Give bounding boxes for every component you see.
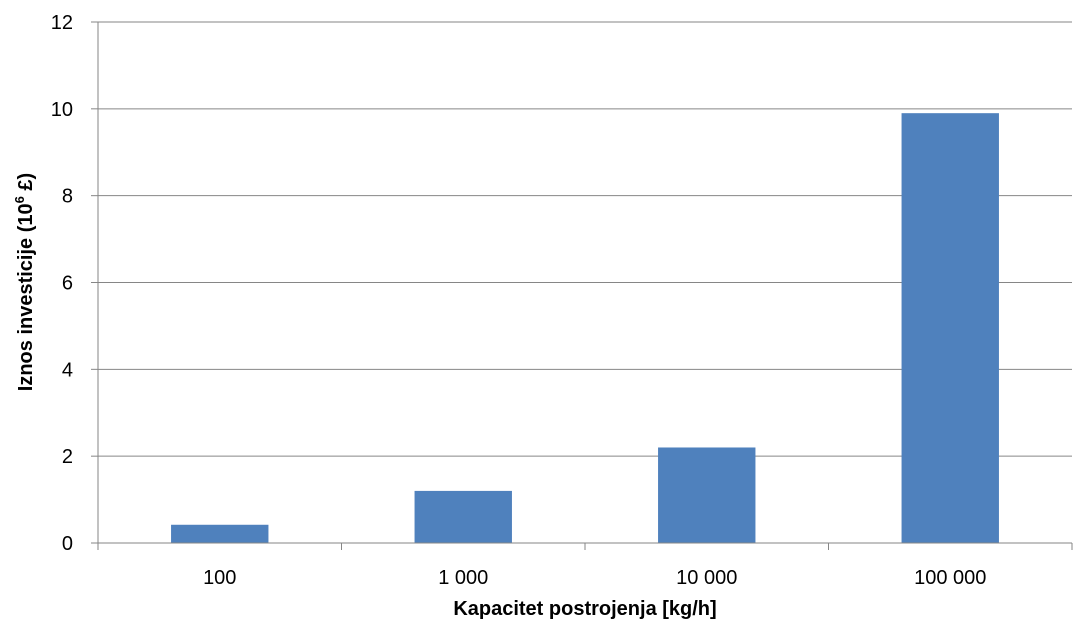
x-tick-labels: 100 1 000 10 000 100 000 bbox=[203, 567, 986, 589]
y-axis-title-prefix: Iznos investicije (10 bbox=[15, 203, 37, 391]
y-tick-label-3: 6 bbox=[62, 273, 73, 295]
bars bbox=[171, 113, 999, 544]
bar-2 bbox=[658, 447, 756, 543]
bar-3 bbox=[901, 113, 999, 544]
y-tick-label-4: 8 bbox=[62, 186, 73, 208]
bar-1 bbox=[414, 490, 512, 543]
x-tick-label-3: 100 000 bbox=[914, 567, 986, 589]
x-tick-label-2: 10 000 bbox=[676, 567, 737, 589]
x-tick-label-1: 1 000 bbox=[438, 567, 488, 589]
y-tick-labels: 0 2 4 6 8 10 12 bbox=[51, 12, 73, 555]
y-tick-label-1: 2 bbox=[62, 446, 73, 468]
y-tick-label-5: 10 bbox=[51, 99, 73, 121]
x-tick-label-0: 100 bbox=[203, 567, 236, 589]
bar-0 bbox=[171, 524, 269, 543]
y-axis-title: Iznos investicije (106 £) bbox=[12, 173, 37, 391]
y-tick-label-0: 0 bbox=[62, 533, 73, 555]
y-axis-title-suffix: £) bbox=[15, 173, 37, 196]
y-axis-title-superscript: 6 bbox=[12, 196, 27, 203]
axes bbox=[91, 21, 1073, 550]
y-tick-label-6: 12 bbox=[51, 12, 73, 34]
x-axis-title: Kapacitet postrojenja [kg/h] bbox=[453, 598, 716, 620]
y-tick-label-2: 4 bbox=[62, 359, 73, 381]
